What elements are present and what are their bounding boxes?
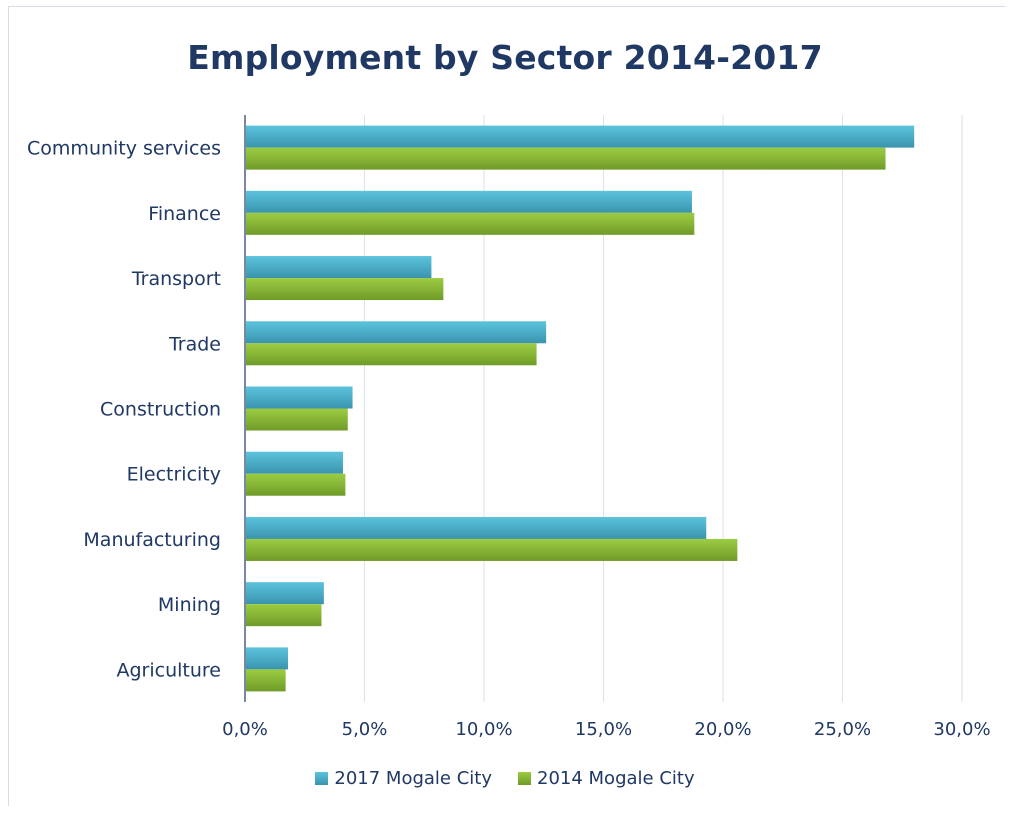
- x-tick-label: 5,0%: [342, 719, 388, 740]
- bar-2017: [246, 125, 915, 148]
- x-tick-label: 25,0%: [814, 719, 871, 740]
- bar-2014: [246, 278, 444, 301]
- category-label: Electricity: [127, 464, 221, 486]
- bar-2014: [246, 147, 886, 170]
- x-tick-label: 30,0%: [933, 719, 990, 740]
- category-label: Trade: [168, 333, 221, 355]
- category-label: Community services: [27, 138, 221, 160]
- bar-2017: [246, 321, 547, 344]
- chart-title: Employment by Sector 2014-2017: [187, 38, 823, 77]
- category-label: Mining: [158, 594, 221, 616]
- chart-frame: [8, 6, 1006, 806]
- x-tick-label: 15,0%: [575, 719, 632, 740]
- x-tick-label: 10,0%: [455, 719, 512, 740]
- bar-2017: [246, 647, 289, 670]
- bars: [246, 125, 915, 692]
- bar-2014: [246, 604, 322, 627]
- category-label: Construction: [100, 399, 221, 421]
- bar-2014: [246, 538, 738, 561]
- gridlines: [244, 115, 963, 702]
- x-tick-label: 20,0%: [694, 719, 751, 740]
- bar-2017: [246, 386, 353, 409]
- legend-label: 2014 Mogale City: [537, 768, 695, 789]
- bar-2014: [246, 212, 695, 235]
- bar-2017: [246, 256, 432, 279]
- legend: 2017 Mogale City 2014 Mogale City: [0, 768, 1010, 789]
- legend-item: 2014 Mogale City: [518, 768, 695, 789]
- legend-label: 2017 Mogale City: [334, 768, 492, 789]
- bar-2014: [246, 669, 286, 692]
- bar-2017: [246, 451, 343, 474]
- x-tick-label: 0,0%: [222, 719, 268, 740]
- bar-2017: [246, 190, 692, 213]
- legend-swatch: [518, 772, 531, 785]
- bar-2014: [246, 343, 537, 366]
- legend-item: 2017 Mogale City: [315, 768, 492, 789]
- bar-2014: [246, 408, 348, 431]
- category-label: Agriculture: [117, 659, 222, 681]
- x-axis-ticks: 0,0% 5,0% 10,0% 15,0% 20,0% 25,0% 30,0%: [222, 719, 990, 740]
- category-labels: Community services Finance Transport Trade C…: [27, 138, 221, 682]
- category-label: Transport: [131, 268, 221, 290]
- bar-2014: [246, 473, 346, 496]
- bar-2017: [246, 582, 324, 605]
- category-label: Manufacturing: [83, 529, 221, 551]
- category-label: Finance: [148, 203, 221, 225]
- legend-swatch: [315, 772, 329, 785]
- bar-2017: [246, 516, 707, 539]
